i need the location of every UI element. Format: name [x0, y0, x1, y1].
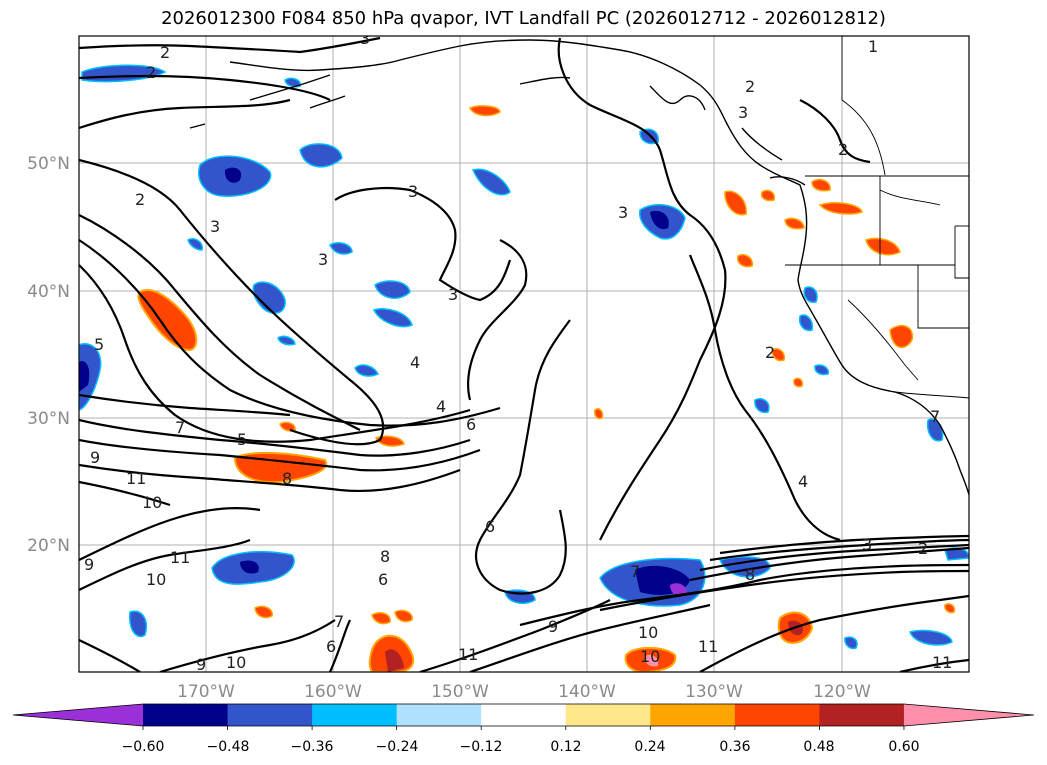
- colorbar-extend-max: [903, 704, 1034, 726]
- lon-label: 120°W: [813, 682, 871, 702]
- colorbar-tick-label: 0.12: [550, 739, 581, 755]
- contour-label: 4: [436, 397, 446, 416]
- contour-label: 3: [210, 217, 220, 236]
- contour-label: 2: [160, 43, 170, 62]
- contour-label: 2: [146, 63, 156, 82]
- contour-label: 3: [618, 203, 628, 222]
- contour-label: 6: [378, 570, 388, 589]
- colorbar-segment: [312, 704, 398, 726]
- lat-label: 20°N: [27, 536, 70, 556]
- plot-title: 2026012300 F084 850 hPa qvapor, IVT Land…: [161, 8, 886, 29]
- colorbar-tick-label: −0.48: [207, 739, 250, 755]
- contour-label: 4: [798, 472, 808, 491]
- negative-anomaly-patches: [79, 64, 969, 650]
- contour-label: 10: [640, 647, 660, 666]
- colorbar-tick-label: −0.60: [122, 739, 165, 755]
- positive-anomaly-patches: [137, 105, 956, 672]
- colorbar-tick-label: 0.60: [888, 739, 919, 755]
- contour-label: 9: [90, 448, 100, 467]
- latitude-labels: 50°N 40°N 30°N 20°N: [27, 154, 70, 556]
- colorbar-tick-label: −0.24: [376, 739, 419, 755]
- lat-label: 40°N: [27, 282, 70, 302]
- contour-label: 7: [930, 407, 940, 426]
- contour-label: 6: [326, 637, 336, 656]
- contour-label: 8: [380, 547, 390, 566]
- contour-label: 11: [458, 645, 478, 664]
- contour-label: 3: [448, 285, 458, 304]
- contour-label: 3: [408, 182, 418, 201]
- contour-label: 4: [410, 353, 420, 372]
- contour-label: 6: [485, 517, 495, 536]
- contour-label: 8: [282, 469, 292, 488]
- contour-label: 7: [334, 612, 344, 631]
- contour-label: 11: [698, 637, 718, 656]
- colorbar-tick-label: 0.36: [719, 739, 750, 755]
- lon-label: 130°W: [685, 682, 743, 702]
- contour-label: 3: [738, 103, 748, 122]
- contour-label: 7: [630, 562, 640, 581]
- colorbar-extend-min: [13, 704, 143, 726]
- contour-label: 10: [226, 653, 246, 672]
- contour-label: 3: [360, 29, 370, 48]
- contour-label: 9: [196, 655, 206, 674]
- contour-label: 11: [932, 653, 952, 672]
- lat-label: 50°N: [27, 154, 70, 174]
- colorbar-segment: [650, 704, 736, 726]
- contour-label: 3: [318, 250, 328, 269]
- colorbar-segment: [143, 704, 229, 726]
- colorbar-tick-label: −0.36: [291, 739, 334, 755]
- colorbar-labels: −0.60 −0.48 −0.36 −0.24 −0.12 0.12 0.24 …: [122, 739, 920, 755]
- contour-label: 11: [126, 469, 146, 488]
- contour-label: 9: [548, 617, 558, 636]
- colorbar-segment: [819, 704, 905, 726]
- map-frame: [78, 35, 970, 673]
- colorbar: [12, 703, 1034, 730]
- colorbar-tick-label: 0.24: [634, 739, 665, 755]
- lon-label: 170°W: [177, 682, 235, 702]
- lon-label: 160°W: [304, 682, 362, 702]
- contour-label: 2: [135, 190, 145, 209]
- contour-labels: 2 3 2 1 2 3 2 3 3 2 3 3 3 5 4 6 7 5 9 8 …: [84, 29, 952, 674]
- contour-label: 5: [237, 430, 247, 449]
- colorbar-tick-label: 0.48: [803, 739, 834, 755]
- contour-label: 2: [838, 140, 848, 159]
- longitude-labels: 170°W 160°W 150°W 140°W 130°W 120°W: [177, 682, 871, 702]
- colorbar-segment: [396, 704, 482, 726]
- contour-label: 7: [175, 418, 185, 437]
- contour-label: 5: [94, 335, 104, 354]
- contour-label: 8: [745, 565, 755, 584]
- contour-label: 9: [84, 555, 94, 574]
- contour-label: 2: [745, 77, 755, 96]
- gridlines: [79, 36, 969, 672]
- colorbar-segment: [565, 704, 651, 726]
- lon-label: 150°W: [431, 682, 489, 702]
- colorbar-tick-label: −0.12: [460, 739, 503, 755]
- contour-label: 3: [862, 535, 872, 554]
- colorbar-segment: [227, 704, 313, 726]
- contour-label: 2: [918, 539, 928, 558]
- contour-lines: [79, 36, 969, 672]
- contour-label: 6: [466, 415, 476, 434]
- contour-label: 2: [765, 343, 775, 362]
- colorbar-segment: [481, 704, 567, 726]
- colorbar-segment: [734, 704, 820, 726]
- political-borders: [785, 36, 969, 399]
- contour-label: 10: [142, 493, 162, 512]
- contour-label: 10: [638, 623, 658, 642]
- contour-label: 1: [868, 37, 878, 56]
- contour-label: 11: [170, 548, 190, 567]
- contour-label: 10: [146, 570, 166, 589]
- lat-label: 30°N: [27, 409, 70, 429]
- lon-label: 140°W: [558, 682, 616, 702]
